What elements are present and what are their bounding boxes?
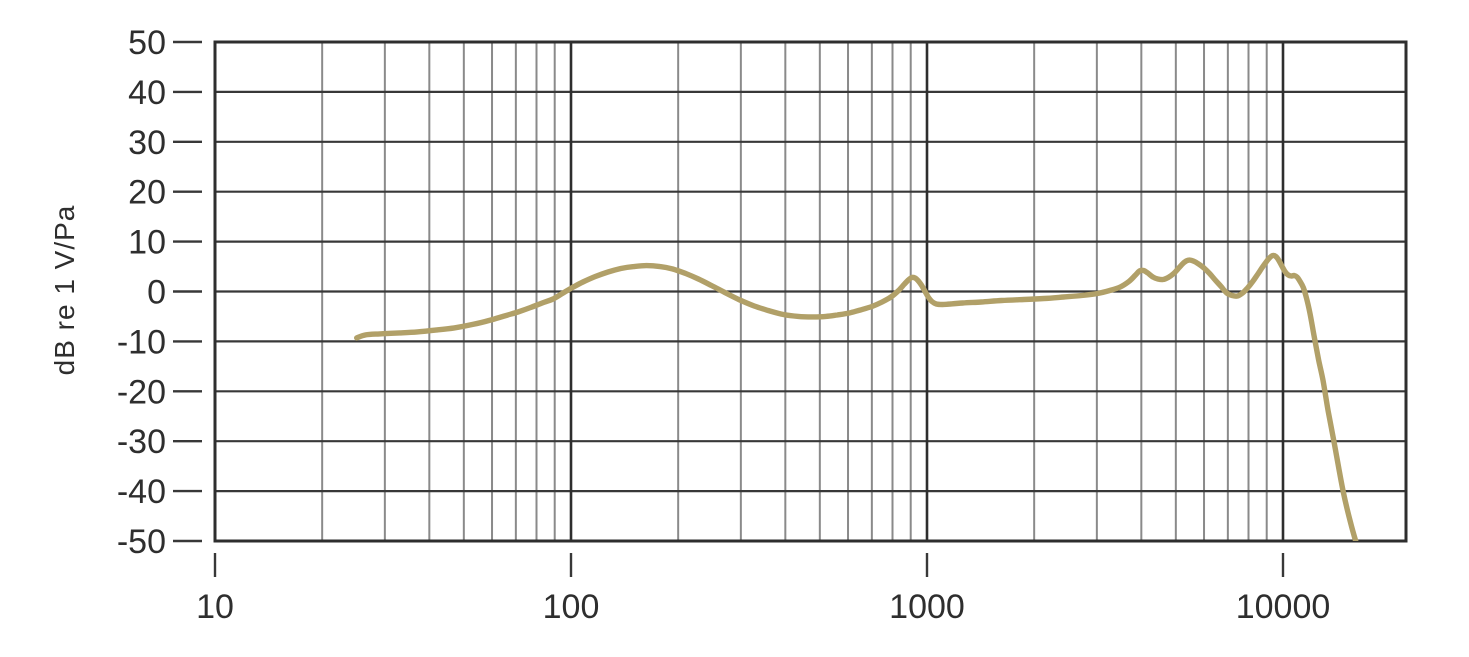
y-tick-label: -10: [117, 323, 166, 361]
y-axis-title: dB re 1 V/Pa: [49, 205, 80, 376]
x-tick-label: 10: [196, 588, 234, 626]
y-tick-label: 30: [128, 124, 166, 162]
y-tick-label: 0: [147, 274, 166, 312]
response-curve-layer: [354, 252, 1359, 541]
x-tick-label: 100: [543, 588, 600, 626]
y-tick-label: 20: [128, 174, 166, 212]
x-tick-label: 10000: [1236, 588, 1331, 626]
y-tick-label: 50: [128, 24, 166, 62]
axis-ticks: [173, 40, 1285, 577]
y-tick-label: 40: [128, 74, 166, 112]
y-tick-label: -30: [117, 423, 166, 461]
plot-border: [213, 40, 1408, 543]
y-tick-label: 10: [128, 224, 166, 262]
response-curve: [354, 252, 1359, 541]
x-tick-label: 1000: [889, 588, 965, 626]
y-tick-label: -40: [117, 473, 166, 511]
y-tick-label: -20: [117, 373, 166, 411]
y-tick-label: -50: [117, 523, 166, 561]
plot-border-rect: [213, 40, 1408, 543]
